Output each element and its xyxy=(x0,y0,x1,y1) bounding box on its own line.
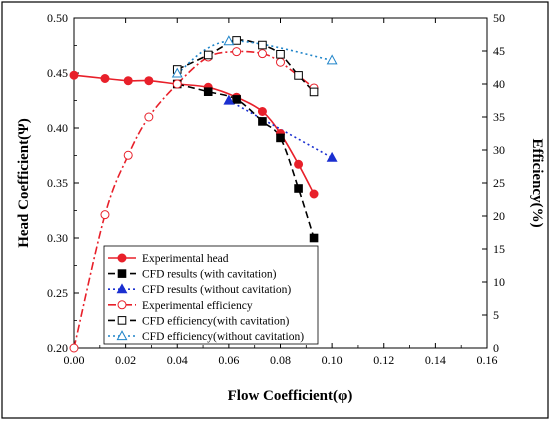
series-point-3 xyxy=(223,94,235,105)
legend-marker-6 xyxy=(116,330,128,341)
legend-label-5: CFD efficiency(with cavitation) xyxy=(142,315,289,327)
legend-label-6: CFD efficiency(without cavitation) xyxy=(142,331,304,343)
y2-tick-label: 35 xyxy=(493,110,505,124)
series-point-4 xyxy=(276,57,285,67)
y2-tick-label: 10 xyxy=(493,275,505,289)
legend-label-1: Experimental head xyxy=(142,253,229,265)
figure-frame xyxy=(1,1,549,419)
series-point-5 xyxy=(258,40,267,50)
series-point-5 xyxy=(294,71,303,80)
series-point-1 xyxy=(69,70,79,80)
y2-tick-label: 25 xyxy=(493,176,505,190)
x-axis-title: Flow Coefficient(φ) xyxy=(228,388,353,404)
series-point-6 xyxy=(326,54,338,65)
axis-ticks: 0.00 0.02 0.04 0.06 0.08 0.10 0.12 0.14 0.16 0.20… xyxy=(47,11,505,367)
legend-marker-2 xyxy=(117,269,127,278)
legend-marker-3 xyxy=(116,283,128,294)
x-tick-label: 0.02 xyxy=(115,353,136,367)
y2-tick-label: 40 xyxy=(493,77,505,91)
y2-tick-label: 30 xyxy=(493,143,505,157)
y2-tick-label: 15 xyxy=(493,242,505,256)
series-point-1 xyxy=(257,107,267,116)
y-tick-label: 0.30 xyxy=(47,231,68,245)
legend-label-4: Experimental efficiency xyxy=(142,300,253,312)
legend-marker-5 xyxy=(117,316,127,325)
series-point-5 xyxy=(203,50,213,60)
series-point-1 xyxy=(123,76,133,86)
x-tick-label: 0.08 xyxy=(270,353,291,367)
series-point-2 xyxy=(309,233,319,243)
x-tick-label: 0.04 xyxy=(167,353,188,367)
series-point-5 xyxy=(232,36,241,45)
y2-tick-label: 5 xyxy=(493,308,499,322)
y2-tick-label: 50 xyxy=(493,11,505,25)
series-point-3 xyxy=(326,151,338,162)
series-line-4 xyxy=(73,50,315,349)
series-point-2 xyxy=(258,117,267,126)
series-point-2 xyxy=(294,184,303,193)
series-point-2 xyxy=(276,133,285,143)
series-point-6 xyxy=(223,35,235,46)
legend-box xyxy=(103,245,319,345)
legend-marker-1 xyxy=(117,253,127,263)
x-tick-label: 0.06 xyxy=(218,353,239,367)
series-point-2 xyxy=(203,87,213,97)
series-point-1 xyxy=(309,189,319,199)
series-point-4 xyxy=(123,150,133,160)
x-tick-label: 0.12 xyxy=(373,353,394,367)
series-point-4 xyxy=(257,49,267,59)
y-tick-label: 0.20 xyxy=(47,341,68,355)
legend: Experimental head CFD results (with cavit… xyxy=(103,245,319,345)
y-axis-title: Head Coefficient(Ψ) xyxy=(16,118,32,248)
legend-label-3: CFD results (without cavitation) xyxy=(142,284,291,296)
y-tick-label: 0.40 xyxy=(47,121,68,135)
legend-marker-4 xyxy=(117,300,127,310)
series-point-5 xyxy=(309,87,319,97)
series-point-4 xyxy=(144,112,154,122)
series-point-4 xyxy=(232,47,242,57)
x-tick-label: 0.00 xyxy=(64,353,85,367)
series-point-1 xyxy=(100,74,110,83)
x-tick-label: 0.10 xyxy=(322,353,343,367)
x-tick-label: 0.16 xyxy=(477,353,498,367)
series-point-6 xyxy=(171,67,183,78)
y2-tick-label: 45 xyxy=(493,44,505,58)
data-markers xyxy=(69,35,338,353)
legend-label-2: CFD results (with cavitation) xyxy=(142,269,277,281)
y2-tick-label: 20 xyxy=(493,209,505,223)
x-tick-label: 0.14 xyxy=(425,353,446,367)
y-tick-label: 0.50 xyxy=(47,11,68,25)
y2-tick-label: 0 xyxy=(493,341,499,355)
series-line-6 xyxy=(176,40,333,75)
y2-axis-title: Efficiency(%) xyxy=(529,138,545,227)
series-point-4 xyxy=(100,210,110,220)
y-tick-label: 0.35 xyxy=(47,176,68,190)
series-point-4 xyxy=(172,79,182,89)
y-tick-label: 0.25 xyxy=(47,286,68,300)
series-point-1 xyxy=(144,76,154,86)
series-point-4 xyxy=(69,343,79,353)
series-point-5 xyxy=(276,50,285,59)
series-point-1 xyxy=(294,159,304,169)
y-tick-label: 0.45 xyxy=(47,66,68,80)
series-point-2 xyxy=(232,95,241,104)
